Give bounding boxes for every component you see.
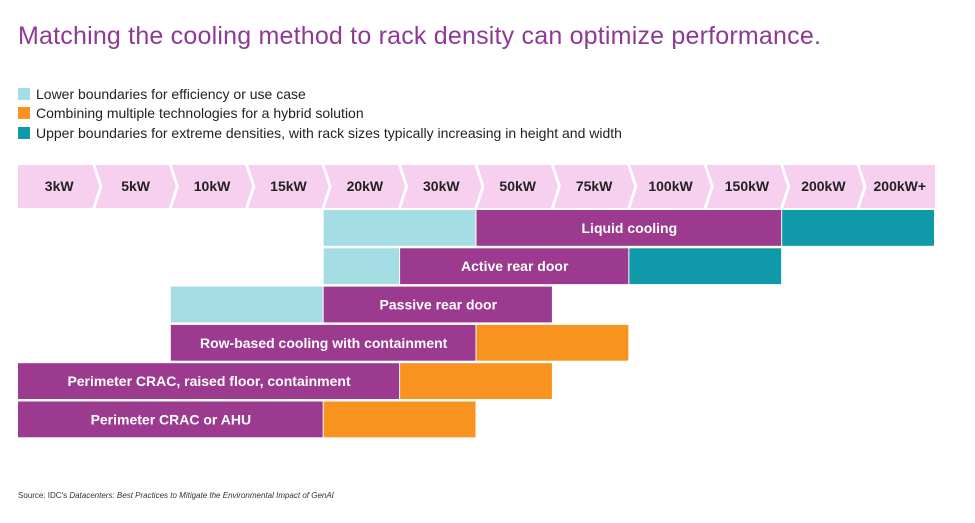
legend-item: Upper boundaries for extreme densities, … bbox=[18, 123, 622, 143]
level-label: 50kW bbox=[499, 178, 536, 194]
row-segment bbox=[476, 210, 782, 246]
legend-text: Upper boundaries for extreme densities, … bbox=[36, 124, 622, 141]
row-label: Row-based cooling with containment bbox=[200, 335, 448, 351]
row-segment bbox=[400, 363, 552, 399]
level-chevron bbox=[859, 165, 935, 208]
legend-item: Lower boundaries for efficiency or use c… bbox=[18, 84, 622, 104]
level-label: 3kW bbox=[45, 178, 75, 194]
level-label: 200kW bbox=[801, 178, 846, 194]
level-chevron bbox=[248, 165, 329, 208]
row-segment bbox=[170, 324, 476, 361]
level-chevron bbox=[630, 165, 711, 208]
row-segment bbox=[323, 248, 400, 285]
row-label: Liquid cooling bbox=[582, 220, 678, 236]
legend-swatch bbox=[18, 87, 30, 100]
level-label: 100kW bbox=[648, 178, 693, 194]
level-chevron bbox=[95, 165, 176, 208]
source-prefix: Source: IDC's bbox=[18, 491, 70, 500]
level-chevron bbox=[706, 165, 788, 208]
legend-item: Combining multiple technologies for a hy… bbox=[18, 104, 622, 124]
level-label: 20kW bbox=[347, 178, 384, 194]
level-label: 15kW bbox=[270, 178, 307, 194]
source-title: Datacenters: Best Practices to Mitigate … bbox=[69, 491, 334, 500]
row-segment bbox=[323, 401, 476, 438]
legend-text: Lower boundaries for efficiency or use c… bbox=[36, 85, 306, 102]
row-segment bbox=[170, 286, 323, 323]
row-label: Passive rear door bbox=[380, 296, 498, 312]
legend-text: Combining multiple technologies for a hy… bbox=[36, 105, 364, 122]
row-segment bbox=[400, 248, 629, 285]
row-segment bbox=[323, 210, 476, 246]
row-label: Active rear door bbox=[461, 258, 569, 274]
level-label: 75kW bbox=[576, 178, 613, 194]
level-label: 150kW bbox=[725, 178, 770, 194]
level-chevron bbox=[401, 165, 482, 208]
source: Source: IDC's Datacenters: Best Practice… bbox=[18, 491, 334, 500]
row-label: Perimeter CRAC or AHU bbox=[91, 411, 252, 427]
legend-swatch bbox=[18, 126, 30, 139]
row-segment bbox=[629, 248, 782, 285]
level-chevron bbox=[783, 165, 864, 208]
row-segment bbox=[18, 401, 323, 438]
level-label: 10kW bbox=[194, 178, 231, 194]
row-segment bbox=[323, 286, 552, 323]
row-segment bbox=[782, 210, 934, 246]
row-label: Perimeter CRAC, raised floor, containmen… bbox=[67, 373, 351, 389]
row-segment bbox=[18, 363, 400, 399]
level-chevron bbox=[477, 165, 558, 208]
level-chevron bbox=[324, 165, 406, 208]
level-label: 200kW+ bbox=[874, 178, 927, 194]
title: Matching the cooling method to rack dens… bbox=[18, 22, 822, 50]
row-segment bbox=[476, 324, 629, 361]
level-chevron bbox=[18, 165, 100, 208]
legend: Lower boundaries for efficiency or use c… bbox=[18, 84, 622, 143]
level-chevron bbox=[171, 165, 253, 208]
level-chevron bbox=[553, 165, 635, 208]
level-label: 30kW bbox=[423, 178, 460, 194]
legend-swatch bbox=[18, 107, 30, 120]
level-label: 5kW bbox=[121, 178, 151, 194]
